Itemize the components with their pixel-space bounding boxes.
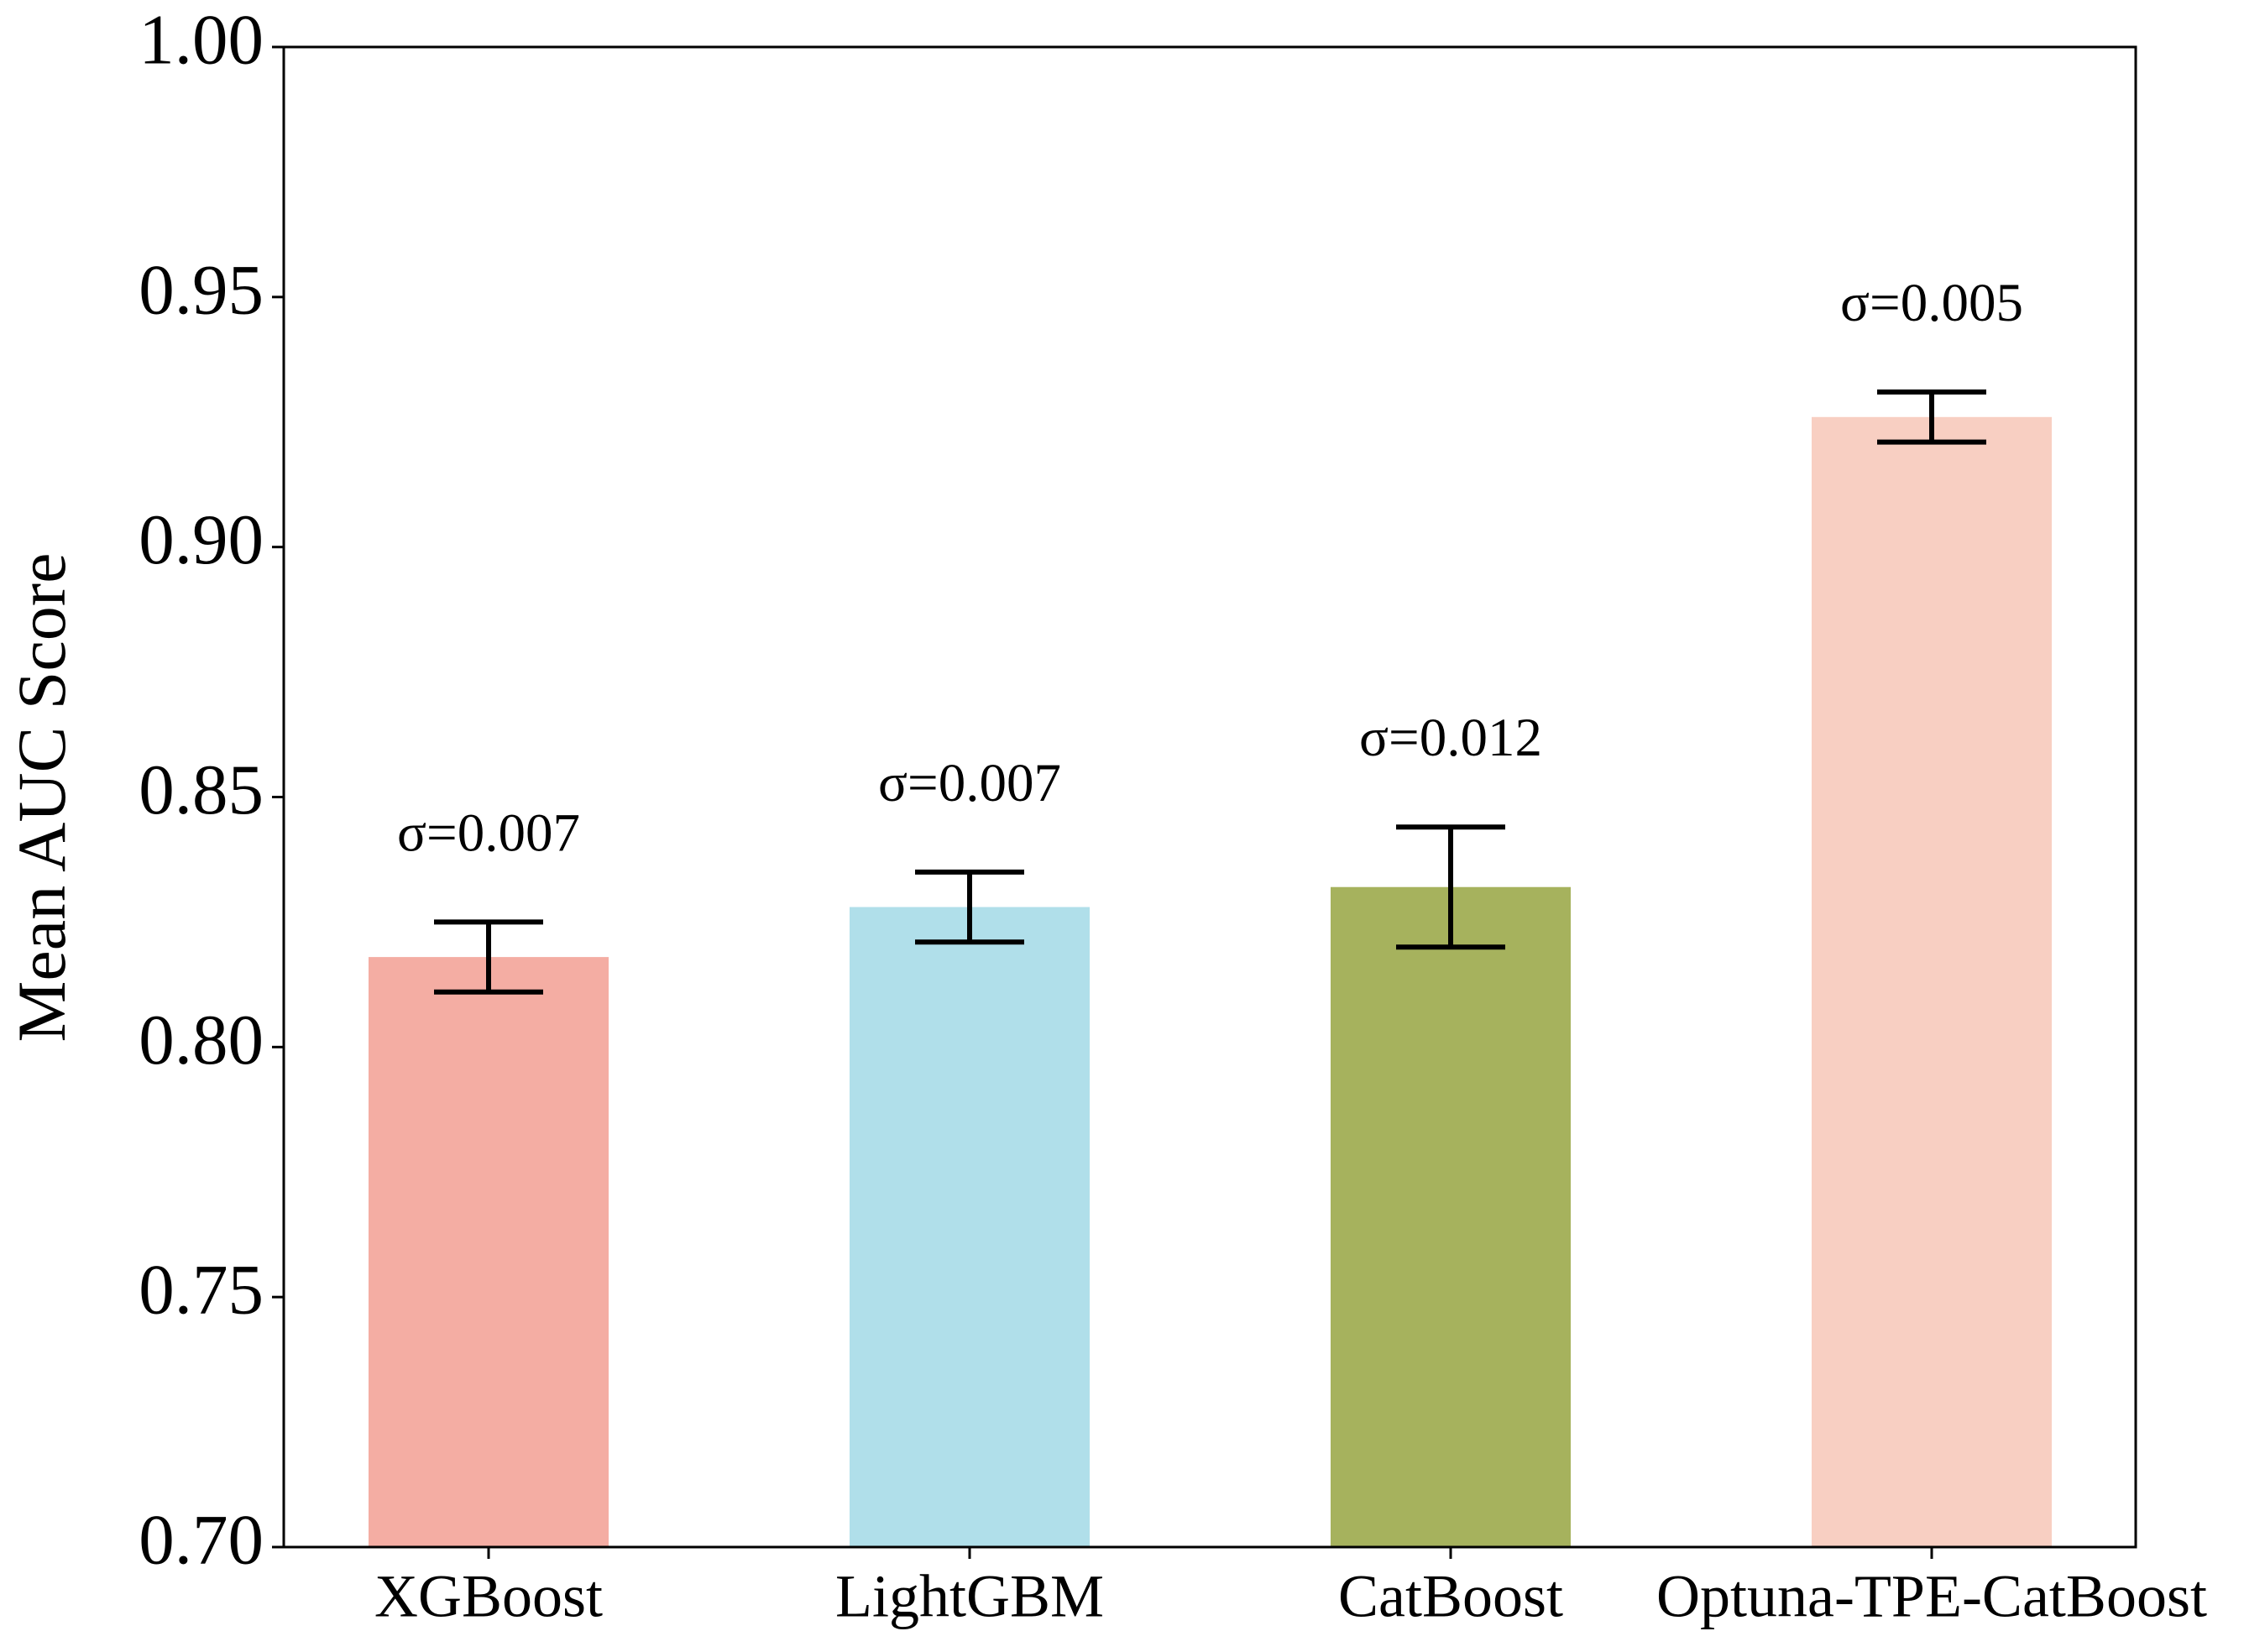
x-tick-label: LightGBM [835,1563,1104,1630]
bar [1812,416,2052,1547]
x-tick-label: Optuna-TPE-CatBoost [1656,1563,2207,1630]
y-tick-label: 0.80 [139,1001,264,1080]
error-label: σ=0.005 [1840,273,2023,333]
y-tick-label: 0.85 [139,750,264,829]
bar [850,907,1090,1547]
plot-frame [282,45,2137,1549]
bar [369,957,609,1547]
y-tick-label: 0.75 [139,1251,264,1330]
error-bar [1396,824,1505,950]
error-label: σ=0.007 [878,753,1061,813]
error-bar [915,869,1024,945]
error-bar [434,919,543,995]
error-label: σ=0.012 [1359,708,1542,768]
x-tick-label: CatBoost [1338,1563,1563,1630]
error-bar [1877,389,1986,445]
bar [1331,886,1571,1547]
y-tick-label: 0.90 [139,500,264,579]
y-axis-label: Mean AUC Score [3,552,80,1042]
x-tick-label: XGBoost [374,1563,603,1630]
error-label: σ=0.007 [397,802,580,863]
y-tick-label: 1.00 [139,1,264,80]
y-tick-label: 0.95 [139,250,264,329]
y-tick-label: 0.70 [139,1501,264,1580]
